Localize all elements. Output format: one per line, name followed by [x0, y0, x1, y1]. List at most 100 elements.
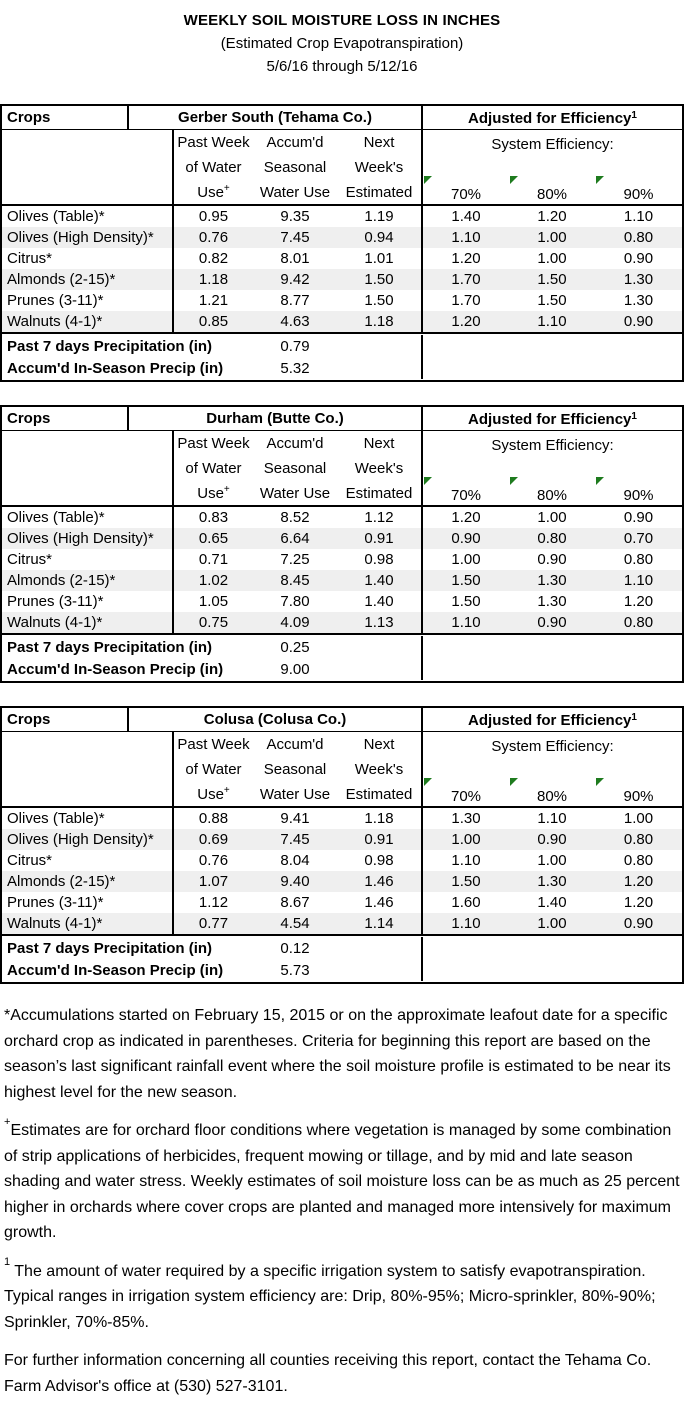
accumd-column-header: Accum'd Seasonal Water Use — [253, 130, 337, 206]
value-cell: 8.04 — [280, 852, 310, 869]
spacer-cell — [337, 335, 423, 357]
value-cell: 0.80 — [623, 831, 654, 848]
crop-name-cell: Olives (Table)* — [2, 206, 174, 227]
empty-cell — [423, 636, 682, 658]
value-cell: 0.94 — [337, 227, 423, 248]
value-cell: 1.30 — [623, 292, 654, 309]
value-cell: 8.45 — [280, 572, 310, 589]
header-line: Use+ — [197, 484, 230, 503]
value-cell: 1.10 — [451, 229, 481, 246]
past-week-column-header: Past Week of Water Use+ — [174, 431, 253, 507]
value-cell: 0.90 — [451, 530, 481, 547]
value-cell: 1.10 — [623, 572, 654, 589]
adjusted-label: Adjusted for Efficiency — [468, 712, 632, 729]
precipitation-label: Past 7 days Precipitation (in) — [7, 638, 213, 656]
green-flag-icon — [510, 176, 518, 184]
value-cell: 7.25 — [280, 551, 310, 568]
value-cell: 1.02 — [198, 572, 229, 589]
value-cell: 1.10 — [451, 915, 481, 932]
green-flag-icon — [596, 477, 604, 485]
precipitation-value: 9.00 — [280, 660, 310, 678]
adjusted-label: Adjusted for Efficiency — [468, 110, 632, 127]
value-cell: 1.14 — [337, 913, 423, 934]
crop-name-cell: Walnuts (4-1)* — [2, 913, 174, 934]
value-cell: 7.80 — [280, 593, 310, 610]
value-cell: 1.10 — [537, 810, 567, 827]
empty-header-cell — [2, 431, 174, 507]
crop-data-row: Olives (Table)* 0.95 9.35 1.19 1.40 1.20 1.10 — [2, 206, 682, 227]
green-flag-icon — [424, 778, 432, 786]
header-line: Accum'd — [266, 435, 324, 452]
precipitation-value: 0.12 — [280, 939, 310, 957]
value-cell: 1.50 — [451, 572, 481, 589]
value-cell: 1.30 — [451, 810, 481, 827]
value-cell: 1.30 — [537, 572, 567, 589]
precipitation-label: Past 7 days Precipitation (in) — [7, 939, 213, 957]
header-line: Estimated — [345, 485, 413, 502]
precipitation-row: Past 7 days Precipitation (in) 0.79 — [2, 335, 682, 357]
value-cell: 8.67 — [280, 894, 310, 911]
crops-header-cell: Crops — [2, 407, 129, 430]
spacer-cell — [337, 636, 423, 658]
adjusted-superscript: 1 — [631, 411, 637, 422]
value-cell: 1.30 — [537, 873, 567, 890]
crop-name-cell: Olives (Table)* — [2, 808, 174, 829]
value-cell: 0.90 — [537, 831, 567, 848]
value-cell: 0.85 — [198, 313, 229, 330]
page-subtitle: (Estimated Crop Evapotranspiration) — [220, 35, 464, 52]
header-line: Next — [363, 134, 395, 151]
table-footer: Past 7 days Precipitation (in) 0.25 Accum'… — [2, 633, 682, 681]
efficiency-80-header: 80% — [509, 777, 595, 808]
efficiency-70-header: 70% — [423, 476, 509, 507]
footnote-text: Estimates are for orchard floor conditio… — [4, 1122, 680, 1241]
crop-name-cell: Olives (Table)* — [2, 507, 174, 528]
value-cell: 1.20 — [451, 509, 481, 526]
value-cell: 1.00 — [451, 831, 481, 848]
table-header-row: Crops Colusa (Colusa Co.) Adjusted for E… — [2, 708, 682, 732]
empty-cell — [423, 937, 682, 959]
value-cell: 1.40 — [337, 570, 423, 591]
crop-name-cell: Olives (High Density)* — [2, 829, 174, 850]
value-cell: 0.95 — [198, 208, 229, 225]
value-cell: 1.00 — [451, 551, 481, 568]
value-cell: 1.18 — [198, 271, 229, 288]
soil-moisture-table: Crops Colusa (Colusa Co.) Adjusted for E… — [0, 706, 684, 984]
value-cell: 4.54 — [280, 915, 310, 932]
adjusted-superscript: 1 — [631, 110, 637, 121]
precipitation-label: Accum'd In-Season Precip (in) — [7, 660, 224, 678]
precipitation-row: Accum'd In-Season Precip (in) 9.00 — [2, 658, 682, 680]
value-cell: 0.98 — [337, 850, 423, 871]
efficiency-90-header: 90% — [595, 175, 682, 206]
value-cell: 1.50 — [337, 290, 423, 311]
green-flag-icon — [596, 176, 604, 184]
value-cell: 8.77 — [280, 292, 310, 309]
empty-cell — [423, 658, 682, 680]
crop-name-cell: Almonds (2-15)* — [2, 871, 174, 892]
precipitation-label: Accum'd In-Season Precip (in) — [7, 961, 224, 979]
crop-name-cell: Prunes (3-11)* — [2, 290, 174, 311]
table-footer: Past 7 days Precipitation (in) 0.12 Accum'… — [2, 934, 682, 982]
header-line: Accum'd — [266, 134, 324, 151]
footnote-marker: 1 — [4, 1256, 11, 1269]
precipitation-value: 5.32 — [280, 359, 310, 377]
value-cell: 1.70 — [451, 271, 481, 288]
crops-header-cell: Crops — [2, 708, 129, 731]
value-cell: 1.12 — [337, 507, 423, 528]
header-line: Water Use — [259, 485, 331, 502]
tables-container: Crops Gerber South (Tehama Co.) Adjusted… — [0, 104, 684, 984]
crop-data-row: Olives (Table)* 0.88 9.41 1.18 1.30 1.10 1.00 — [2, 808, 682, 829]
page-title: WEEKLY SOIL MOISTURE LOSS IN INCHES — [183, 12, 501, 29]
page-date-range: 5/6/16 through 5/12/16 — [266, 58, 418, 75]
value-cell: 0.75 — [198, 614, 229, 631]
system-efficiency-label: System Efficiency: — [491, 437, 614, 454]
table-subheader-row: Past Week of Water Use+ Accum'd Seasonal… — [2, 431, 682, 507]
header-line: Next — [363, 435, 395, 452]
efficiency-90-header: 90% — [595, 777, 682, 808]
precipitation-label: Accum'd In-Season Precip (in) — [7, 359, 224, 377]
efficiency-percent-row: 70% 80% 90% — [423, 777, 682, 808]
crop-name-cell: Citrus* — [2, 248, 174, 269]
value-cell: 6.64 — [280, 530, 310, 547]
location-header-cell: Colusa (Colusa Co.) — [129, 708, 423, 731]
precipitation-row: Accum'd In-Season Precip (in) 5.32 — [2, 357, 682, 379]
crop-name-cell: Walnuts (4-1)* — [2, 612, 174, 633]
